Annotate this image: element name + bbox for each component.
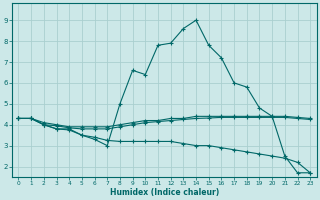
X-axis label: Humidex (Indice chaleur): Humidex (Indice chaleur)	[110, 188, 219, 197]
